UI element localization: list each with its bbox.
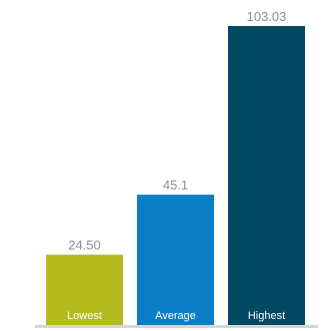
category-label-highest: Highest: [248, 310, 285, 322]
value-label-average: 45.1: [163, 178, 188, 193]
bar-highest: [228, 26, 305, 326]
value-label-lowest: 24.50: [68, 238, 101, 253]
bars-group: [46, 26, 305, 326]
bar-lowest: [46, 254, 123, 326]
category-label-average: Average: [155, 310, 196, 322]
category-labels-group: Lowest Average Highest: [67, 310, 285, 322]
value-label-highest: 103.03: [247, 9, 287, 24]
value-labels-group: 24.50 45.1 103.03: [68, 9, 286, 253]
bar-average: [137, 194, 214, 326]
category-label-lowest: Lowest: [67, 310, 102, 322]
